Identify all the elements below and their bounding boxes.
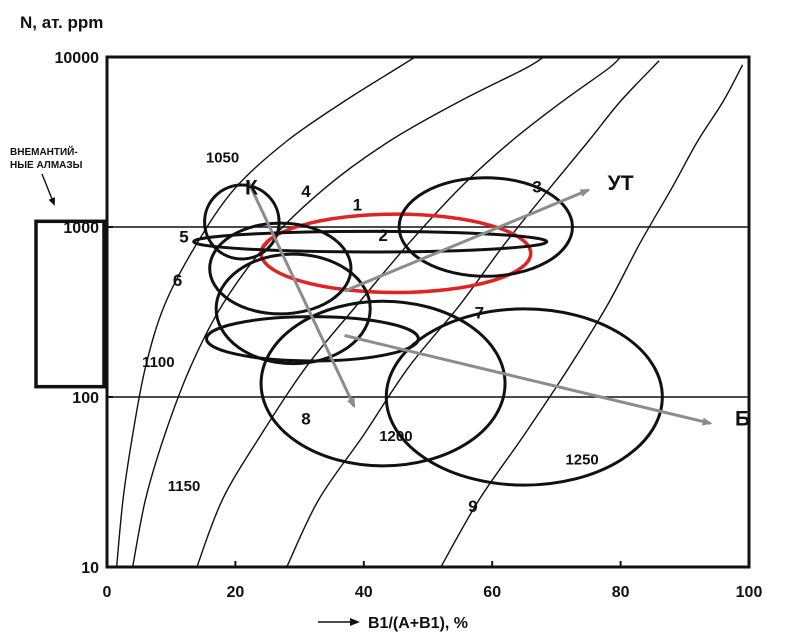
ellipse-2 bbox=[192, 229, 549, 254]
plot-frame bbox=[105, 55, 751, 569]
series-label-7: 7 bbox=[475, 303, 484, 322]
arrow-1 bbox=[343, 188, 591, 293]
x-tick-label: 60 bbox=[483, 584, 501, 601]
ellipse-5 bbox=[208, 221, 353, 316]
side-box-group: ВНЕМАНТИЙ- НЫЕ АЛМАЗЫ bbox=[10, 145, 106, 389]
side-box-label-line2: НЫЕ АЛМАЗЫ bbox=[10, 160, 83, 171]
isotherm-1200 bbox=[286, 60, 660, 567]
y-tick-label: 100 bbox=[72, 390, 99, 407]
series-label-3: 3 bbox=[532, 177, 541, 196]
ellipse-9 bbox=[384, 307, 664, 487]
ellipse-6 bbox=[214, 252, 372, 366]
side-box-arrow bbox=[41, 173, 56, 206]
y-axis-label: N, ат. ppm bbox=[20, 13, 103, 32]
y-tick-label: 1000 bbox=[63, 220, 99, 237]
x-axis-label: B1/(A+B1), % bbox=[368, 615, 468, 632]
isotherm-label-1150: 1150 bbox=[168, 478, 201, 495]
grid-lines bbox=[107, 226, 749, 398]
series-label-2: 2 bbox=[378, 226, 387, 245]
x-axis-label-group: B1/(A+B1), % bbox=[318, 615, 468, 632]
series-label-6: 6 bbox=[173, 271, 182, 290]
y-tick-label: 10000 bbox=[55, 50, 100, 67]
ellipse-8 bbox=[259, 299, 507, 468]
ellipse-3 bbox=[397, 176, 574, 278]
y-tick-label: 10 bbox=[81, 560, 99, 577]
series-label-1: 1 bbox=[353, 196, 362, 215]
x-tick-label: 100 bbox=[736, 584, 763, 601]
isotherm-1150 bbox=[196, 57, 622, 567]
isotherm-label-1050: 1050 bbox=[206, 149, 239, 166]
series-label-9: 9 bbox=[468, 497, 477, 516]
arrow-0 bbox=[246, 180, 356, 409]
arrow-2 bbox=[344, 334, 713, 426]
ellipse-7 bbox=[205, 315, 420, 363]
isotherm-label-1200: 1200 bbox=[379, 428, 412, 445]
isotherm-1250 bbox=[440, 64, 744, 567]
plot-border bbox=[105, 55, 751, 569]
x-tick-label: 80 bbox=[612, 584, 630, 601]
axis-ticks: 0 20 40 60 80 100 10 100 1000 10000 bbox=[55, 50, 763, 601]
side-box bbox=[34, 219, 106, 389]
isotherm-label-1100: 1100 bbox=[142, 354, 175, 371]
isotherm-label-1250: 1250 bbox=[565, 452, 598, 469]
series-label-8: 8 bbox=[301, 409, 310, 428]
isotherm-curves bbox=[115, 57, 744, 567]
arrow-label-2: Б bbox=[735, 407, 750, 430]
side-box-label-line1: ВНЕМАНТИЙ- bbox=[10, 145, 78, 158]
chart-labels: 1050 1100 1150 1200 1250 12 3 4 5 6 7 8 9 К УТ Б bbox=[142, 149, 750, 516]
series-label-4: 4 bbox=[301, 182, 311, 201]
x-tick-label: 0 bbox=[103, 584, 112, 601]
ellipse-series bbox=[192, 176, 664, 487]
arrow-label-1: УТ bbox=[608, 172, 634, 195]
series-label-5: 5 bbox=[179, 228, 188, 247]
arrow-label-0: К bbox=[245, 177, 258, 200]
x-tick-label: 20 bbox=[227, 584, 245, 601]
trend-arrows bbox=[246, 180, 713, 426]
x-tick-label: 40 bbox=[355, 584, 373, 601]
